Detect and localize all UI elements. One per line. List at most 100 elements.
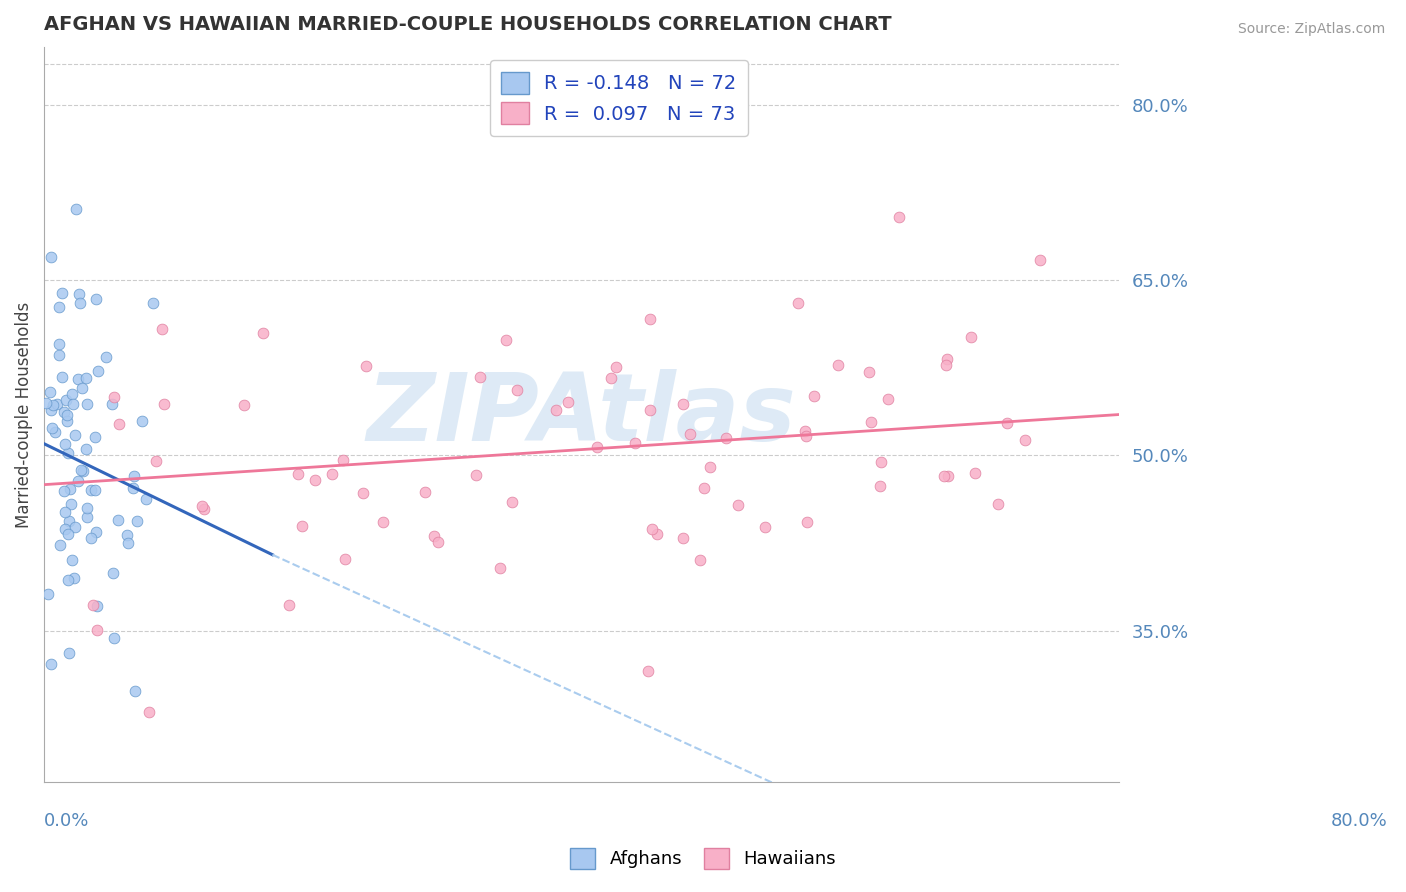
Point [600, 371, 623, 385]
Point [72, 464, 94, 478]
Point [48, 337, 70, 351]
Legend: Afghans, Hawaiians: Afghans, Hawaiians [562, 840, 844, 876]
Point [53, 505, 76, 519]
Point [138, 706, 160, 720]
Text: AFGHAN VS HAWAIIAN MARRIED-COUPLE HOUSEHOLDS CORRELATION CHART: AFGHAN VS HAWAIIAN MARRIED-COUPLE HOUSEH… [44, 15, 891, 34]
Point [42, 398, 65, 412]
Point [935, 358, 957, 372]
Point [191, 499, 214, 513]
Point [422, 529, 444, 543]
Point [995, 416, 1018, 430]
Point [62, 397, 84, 411]
Point [934, 468, 956, 483]
Point [679, 427, 702, 442]
Point [641, 522, 664, 536]
Point [877, 392, 900, 406]
Point [135, 492, 157, 507]
Text: Source: ZipAtlas.com: Source: ZipAtlas.com [1237, 22, 1385, 37]
Point [692, 481, 714, 495]
Point [39, 384, 62, 399]
Text: 0.0%: 0.0% [44, 812, 90, 830]
Point [55, 393, 77, 408]
Point [107, 513, 129, 527]
Point [672, 531, 695, 545]
Point [193, 502, 215, 516]
Point [647, 527, 669, 541]
Point [291, 518, 314, 533]
Point [142, 296, 165, 310]
Point [714, 431, 737, 445]
Point [66, 371, 89, 385]
Point [51, 370, 73, 384]
Point [987, 496, 1010, 510]
Point [67, 286, 90, 301]
Point [332, 453, 354, 467]
Point [793, 425, 815, 439]
Point [426, 534, 449, 549]
Point [413, 485, 436, 500]
Point [37, 587, 59, 601]
Point [689, 553, 711, 567]
Point [70, 463, 93, 477]
Point [117, 536, 139, 550]
Y-axis label: Married-couple Households: Married-couple Households [15, 301, 32, 528]
Point [49, 538, 72, 552]
Point [83, 430, 105, 444]
Point [699, 460, 721, 475]
Point [959, 330, 981, 344]
Point [51, 285, 73, 300]
Point [131, 414, 153, 428]
Point [48, 348, 70, 362]
Point [858, 365, 880, 379]
Point [936, 468, 959, 483]
Point [103, 390, 125, 404]
Point [671, 397, 693, 411]
Point [56, 527, 79, 541]
Point [39, 250, 62, 264]
Point [75, 442, 97, 457]
Point [125, 514, 148, 528]
Point [501, 495, 523, 509]
Point [373, 515, 395, 529]
Point [58, 514, 80, 528]
Point [80, 483, 103, 498]
Point [150, 322, 173, 336]
Point [124, 684, 146, 698]
Point [69, 295, 91, 310]
Point [637, 664, 659, 678]
Point [66, 475, 89, 489]
Point [152, 397, 174, 411]
Point [638, 403, 661, 417]
Point [83, 483, 105, 497]
Point [56, 446, 79, 460]
Point [58, 646, 80, 660]
Point [727, 498, 749, 512]
Point [333, 551, 356, 566]
Point [76, 397, 98, 411]
Point [586, 440, 609, 454]
Point [55, 414, 77, 428]
Point [39, 403, 62, 417]
Point [53, 521, 76, 535]
Point [233, 399, 256, 413]
Point [1014, 433, 1036, 447]
Point [101, 397, 124, 411]
Point [108, 417, 131, 432]
Point [94, 350, 117, 364]
Point [465, 468, 488, 483]
Point [53, 437, 76, 451]
Point [287, 467, 309, 481]
Point [48, 300, 70, 314]
Point [468, 369, 491, 384]
Point [252, 326, 274, 340]
Point [76, 510, 98, 524]
Point [75, 370, 97, 384]
Point [63, 520, 86, 534]
Point [605, 360, 627, 375]
Point [44, 425, 66, 439]
Point [79, 531, 101, 545]
Point [827, 358, 849, 372]
Point [84, 524, 107, 539]
Text: 80.0%: 80.0% [1330, 812, 1388, 830]
Point [86, 623, 108, 637]
